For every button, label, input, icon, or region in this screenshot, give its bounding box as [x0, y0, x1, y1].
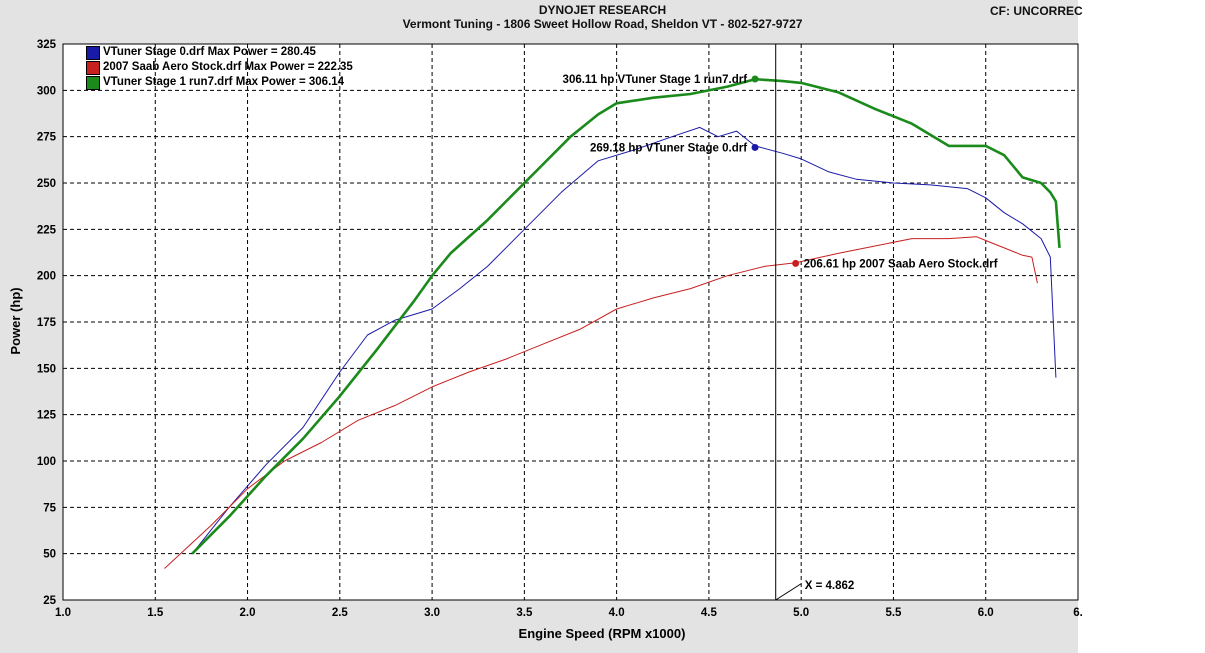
legend: VTuner Stage 0.drf Max Power = 280.45 20… — [86, 45, 353, 90]
series-group — [164, 77, 1061, 569]
annotation-saab-stock-peak-marker — [792, 259, 800, 267]
correction-factor-label: CF: UNCORREC — [990, 4, 1083, 18]
y-axis-label: Power (hp) — [8, 287, 23, 354]
annotation-stage0-peak-marker — [751, 143, 759, 151]
y-tick-label: 250 — [37, 178, 56, 190]
y-tick-label: 175 — [37, 317, 57, 329]
y-tick-label: 200 — [37, 271, 56, 283]
legend-swatch-blue — [86, 45, 100, 60]
y-tick-label: 50 — [43, 549, 56, 561]
series-line-saab-stock — [164, 236, 1038, 569]
annotation-stage1-peak-marker — [751, 75, 759, 83]
y-tick-label: 75 — [43, 502, 56, 514]
y-tick-label: 275 — [37, 132, 57, 144]
x-axis-label: Engine Speed (RPM x1000) — [519, 626, 686, 641]
legend-label-saab-stock: 2007 Saab Aero Stock.drf Max Power = 222… — [103, 61, 353, 73]
x-tick-label: 5.5 — [885, 607, 902, 619]
x-tick-label: 3.5 — [516, 607, 533, 619]
legend-label-stage1: VTuner Stage 1 run7.drf Max Power = 306.… — [103, 76, 345, 88]
x-tick-label: 5.0 — [793, 607, 809, 619]
chart-title: DYNOJET RESEARCH — [538, 3, 667, 17]
grid-lines — [63, 44, 1078, 600]
chart-subtitle: Vermont Tuning - 1806 Sweet Hollow Road,… — [402, 17, 803, 31]
x-tick-label: 3.0 — [424, 607, 440, 619]
annotation-saab-stock-peak-label: 206.61 hp 2007 Saab Aero Stock.drf — [804, 258, 998, 270]
x-tick-label: 2.0 — [240, 607, 256, 619]
x-tick-label: 4.0 — [609, 607, 625, 619]
annotation-stage0-peak-label: 269.18 hp VTuner Stage 0.drf — [590, 142, 747, 154]
cursor-leader — [775, 583, 801, 601]
legend-label-stage0: VTuner Stage 0.drf Max Power = 280.45 — [103, 46, 316, 58]
series-line-stage1 — [191, 77, 1061, 555]
x-tick-label: 2.5 — [332, 607, 349, 619]
y-tick-label: 225 — [37, 224, 57, 236]
x-tick-label: 1.5 — [147, 607, 164, 619]
series-line-stage0 — [191, 126, 1057, 555]
x-tick-label: 6.0 — [978, 607, 994, 619]
x-tick-label: 6. — [1073, 607, 1083, 619]
annotations-group: 306.11 hp VTuner Stage 1 run7.drf 269.18 … — [563, 74, 998, 270]
legend-swatch-green — [86, 75, 100, 90]
x-tick-label: 1.0 — [55, 607, 71, 619]
y-tick-label: 300 — [37, 85, 56, 97]
legend-item-stage1[interactable]: VTuner Stage 1 run7.drf Max Power = 306.… — [86, 75, 353, 90]
legend-item-stage0[interactable]: VTuner Stage 0.drf Max Power = 280.45 — [86, 45, 353, 60]
legend-item-saab-stock[interactable]: 2007 Saab Aero Stock.drf Max Power = 222… — [86, 60, 353, 75]
cursor-label: X = 4.862 — [805, 580, 855, 592]
annotation-stage1-peak-label: 306.11 hp VTuner Stage 1 run7.drf — [563, 74, 748, 86]
y-tick-label: 325 — [37, 39, 57, 51]
y-tick-label: 100 — [37, 456, 56, 468]
y-tick-label: 150 — [37, 363, 56, 375]
y-tick-label: 125 — [37, 410, 57, 422]
y-tick-label: 25 — [43, 595, 56, 607]
axis-ticks: 25 50 75 100 125 150 175 200 225 250 275 300 325 1.0 1… — [37, 39, 1083, 619]
legend-swatch-red — [86, 60, 100, 75]
x-tick-label: 4.5 — [701, 607, 718, 619]
